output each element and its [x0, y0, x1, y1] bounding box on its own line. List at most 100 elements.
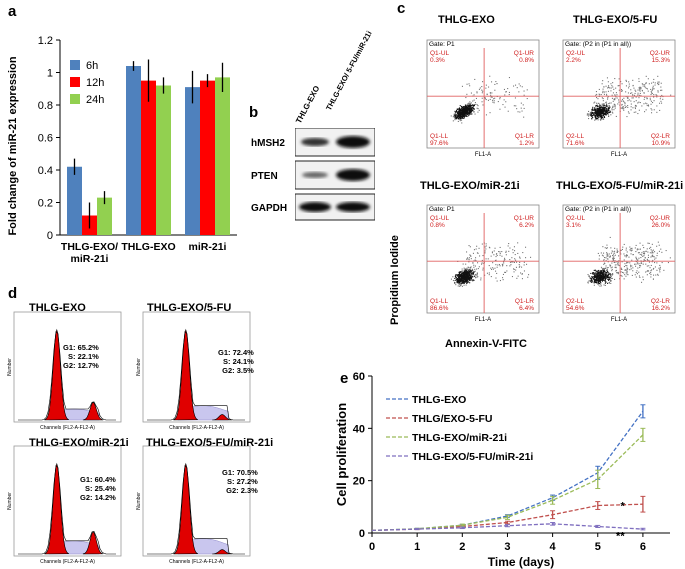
facs-event	[488, 86, 490, 88]
facs-event	[501, 263, 503, 265]
facs-event	[511, 261, 513, 263]
cc-title: THLG-EXO/5-FU	[147, 302, 232, 314]
facs-event	[493, 254, 495, 256]
facs-event	[471, 105, 473, 107]
facs-event	[456, 118, 458, 120]
facs-event	[468, 107, 470, 109]
facs-event	[469, 246, 471, 248]
facs-event	[467, 278, 469, 280]
facs-event	[476, 107, 478, 109]
facs-event	[615, 96, 617, 98]
facs-event	[505, 101, 507, 103]
facs-event	[490, 96, 492, 98]
facs-event	[511, 257, 513, 259]
facs-event	[598, 114, 600, 116]
facs-event	[626, 271, 628, 273]
facs-event	[492, 268, 494, 270]
facs-event	[463, 109, 465, 111]
facs-event	[462, 107, 464, 109]
histogram-xlabel: Channels (FL2-A-FL2-A)	[169, 425, 224, 431]
facs-event	[610, 276, 612, 278]
facs-event	[599, 275, 601, 277]
facs-event	[481, 263, 483, 265]
facs-event	[612, 112, 614, 114]
x-tick-label: 5	[595, 541, 601, 553]
facs-event	[612, 92, 614, 94]
facs-event	[602, 80, 604, 82]
facs-event	[621, 83, 623, 85]
facs-event	[502, 273, 504, 275]
facs-event	[481, 92, 483, 94]
facs-event	[521, 273, 523, 275]
facs-event	[643, 259, 645, 261]
bar-chart-mir21: Fold change of miR-21 expression 00.20.4…	[7, 35, 237, 265]
facs-event	[594, 111, 596, 113]
facs-event	[631, 274, 633, 276]
facs-event	[601, 280, 603, 282]
facs-event	[592, 273, 594, 275]
facs-event	[485, 114, 487, 116]
facs-event	[460, 284, 462, 286]
wb-row-label: PTEN	[251, 171, 278, 182]
y-tick-label: 0.4	[38, 165, 53, 177]
facs-event	[466, 270, 468, 272]
facs-event	[473, 99, 475, 101]
facs-event	[600, 272, 602, 274]
facs-event	[470, 92, 472, 94]
panel-letter-c: c	[397, 0, 406, 17]
facs-event	[608, 86, 610, 88]
facs-event	[617, 263, 619, 265]
facs-event	[599, 108, 601, 110]
facs-event	[602, 114, 604, 116]
facs-event	[469, 279, 471, 281]
facs-event	[641, 262, 643, 264]
facs-event	[623, 97, 625, 99]
facs-event	[596, 112, 598, 114]
facs-event	[598, 109, 600, 111]
facs-event	[493, 100, 495, 102]
facs-event	[643, 247, 645, 249]
y-tick-label: 0.2	[38, 198, 53, 210]
facs-event	[588, 114, 590, 116]
facs-event	[460, 271, 462, 273]
facs-event	[457, 115, 459, 117]
facs-event	[648, 265, 650, 267]
facs-event	[523, 261, 525, 263]
facs-event	[597, 108, 599, 110]
facs-event	[612, 106, 614, 108]
facs-event	[459, 108, 461, 110]
facs-event	[596, 273, 598, 275]
facs-event	[597, 283, 599, 285]
facs-event	[650, 93, 652, 95]
facs-event	[489, 75, 491, 77]
facs-event	[603, 113, 605, 115]
facs-event	[458, 275, 460, 277]
facs-event	[467, 257, 469, 259]
facs-event	[624, 102, 626, 104]
facs-event	[457, 111, 459, 113]
facs-event	[637, 263, 639, 265]
facs-event	[609, 111, 611, 113]
facs-event	[602, 90, 604, 92]
facs-event	[610, 87, 612, 89]
facs-event	[466, 276, 468, 278]
facs-event	[638, 78, 640, 80]
facs-event	[484, 98, 486, 100]
facs-event	[596, 93, 598, 95]
facs-event	[635, 272, 637, 274]
facs-event	[597, 274, 599, 276]
facs-event	[630, 249, 632, 251]
facs-event	[504, 106, 506, 108]
facs-event	[620, 253, 622, 255]
facs-event	[651, 243, 653, 245]
facs-event	[464, 274, 466, 276]
histogram-envelope	[18, 330, 116, 421]
facs-event	[624, 106, 626, 108]
facs-event	[652, 81, 654, 83]
quadrant-label: 97.6%	[430, 140, 449, 147]
facs-event	[594, 281, 596, 283]
facs-event	[468, 268, 470, 270]
facs-event	[644, 257, 646, 259]
facs-event	[460, 285, 462, 287]
facs-event	[485, 245, 487, 247]
